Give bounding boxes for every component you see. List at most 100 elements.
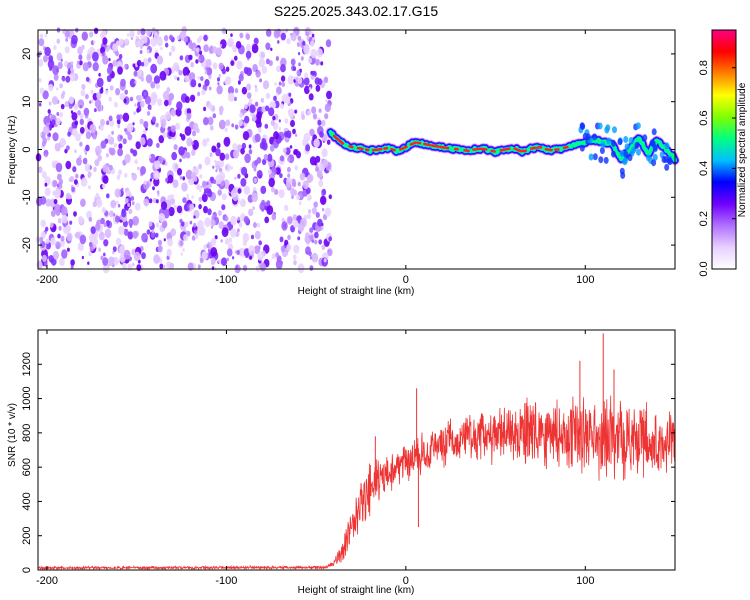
noise-blob (232, 44, 238, 53)
noise-blob (106, 75, 112, 83)
noise-blob (275, 259, 283, 270)
noise-blob (123, 98, 127, 104)
noise-blob (263, 154, 269, 161)
signal-scatter (661, 156, 667, 163)
noise-blob (87, 171, 92, 178)
signal-scatter (612, 126, 617, 134)
noise-blob (132, 262, 135, 267)
noise-blob (102, 37, 108, 45)
noise-blob (75, 231, 81, 239)
noise-blob (236, 60, 243, 70)
snr-x-axis-label: Height of straight line (km) (298, 585, 415, 596)
noise-blob (129, 96, 134, 102)
noise-blob (184, 126, 192, 136)
noise-blob (136, 94, 142, 103)
noise-blob (60, 206, 68, 217)
noise-blob (322, 159, 329, 168)
noise-blob (223, 136, 231, 147)
noise-blob (311, 252, 319, 263)
noise-blob (39, 236, 44, 243)
noise-blob (119, 245, 126, 255)
noise-blob (100, 255, 104, 261)
signal-scatter (649, 139, 655, 147)
signal-scatter (623, 150, 629, 158)
noise-blob (320, 161, 323, 165)
signal-peak (348, 144, 354, 149)
noise-blob (303, 44, 310, 55)
noise-blob (107, 134, 112, 140)
noise-blob (237, 216, 241, 221)
noise-blob (309, 265, 314, 271)
x-tick-label: -200 (36, 274, 58, 286)
noise-blob (279, 103, 284, 109)
noise-blob (308, 209, 311, 214)
signal-scatter (611, 139, 616, 147)
noise-blob (127, 203, 130, 207)
noise-blob (218, 119, 226, 130)
noise-blob (311, 33, 315, 38)
noise-blob (259, 78, 262, 83)
noise-blob (314, 231, 319, 239)
noise-blob (118, 38, 124, 46)
noise-blob (149, 178, 153, 182)
noise-blob (238, 73, 244, 82)
noise-blob (95, 198, 103, 208)
noise-blob (47, 136, 50, 141)
noise-blob (140, 166, 146, 175)
noise-blob (40, 219, 46, 228)
signal-scatter (622, 158, 628, 166)
noise-blob (158, 135, 165, 144)
noise-blob (165, 177, 169, 183)
noise-blob (198, 204, 202, 210)
noise-blob (94, 159, 100, 167)
noise-blob (78, 216, 84, 224)
noise-blob (206, 137, 210, 143)
noise-blob (163, 264, 166, 269)
noise-blob (179, 55, 184, 61)
noise-blob (253, 222, 257, 228)
y-tick-label: 1200 (21, 352, 33, 376)
noise-blob (206, 181, 209, 186)
noise-blob (118, 53, 123, 60)
noise-blob (133, 70, 138, 77)
colorbar-label: Normalized spectral amplitude (737, 82, 748, 217)
x-tick-label: -200 (36, 575, 58, 587)
noise-blob (77, 241, 84, 251)
noise-blob (189, 220, 193, 225)
noise-blob (92, 62, 99, 72)
noise-blob (98, 72, 101, 77)
noise-blob (164, 161, 168, 166)
noise-blob (235, 265, 239, 269)
noise-blob (168, 131, 173, 137)
noise-blob (112, 43, 118, 52)
noise-blob (325, 99, 328, 103)
noise-blob (198, 196, 203, 202)
noise-blob (67, 69, 71, 75)
noise-blob (203, 44, 209, 53)
noise-blob (251, 43, 259, 54)
noise-blob (211, 145, 217, 153)
noise-blob (275, 56, 279, 61)
noise-blob (117, 148, 123, 157)
noise-blob (297, 77, 303, 85)
noise-blob (165, 42, 169, 48)
noise-blob (195, 59, 199, 64)
noise-blob (170, 109, 176, 117)
noise-blob (106, 120, 110, 126)
noise-blob (170, 228, 177, 237)
noise-blob (261, 199, 265, 206)
colorbar: 0.0 0.2 0.4 0.6 0.8 Normalized spectral ampl… (698, 29, 748, 277)
noise-blob (150, 91, 158, 102)
noise-blob (85, 131, 92, 140)
noise-blob (201, 251, 208, 261)
noise-blob (90, 99, 94, 104)
noise-blob (193, 176, 198, 182)
noise-blob (268, 107, 275, 117)
noise-blob (108, 164, 113, 171)
signal-scatter (634, 141, 640, 149)
noise-blob (155, 199, 159, 204)
signal-peak (430, 144, 440, 148)
noise-blob (85, 76, 90, 82)
